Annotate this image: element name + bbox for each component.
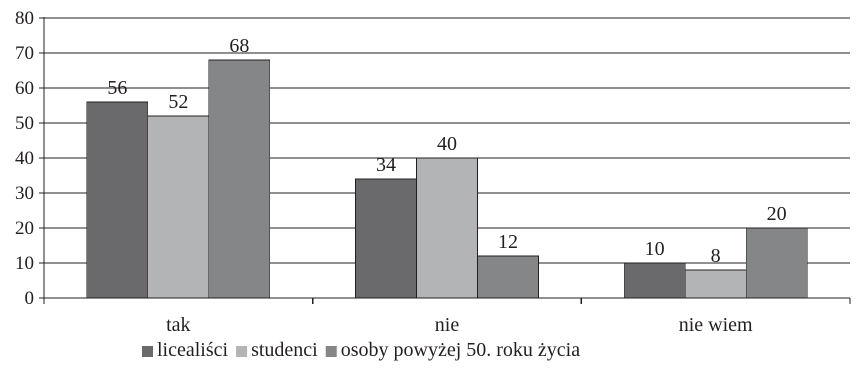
legend-label-1: licealiści xyxy=(157,339,229,361)
data-label-2-2: 40 xyxy=(437,133,457,155)
bar-1-3 xyxy=(208,59,271,299)
legend-swatch-1 xyxy=(142,346,153,357)
x-category-label-2: nie xyxy=(435,314,460,336)
legend-label-2: studenci xyxy=(251,339,318,361)
legend: licealiści studenci osoby powyżej 50. roku… xyxy=(142,339,580,361)
data-label-3-1: 10 xyxy=(645,238,665,260)
legend-swatch-3 xyxy=(325,346,337,357)
data-label-2-1: 34 xyxy=(376,154,396,176)
data-label-2-3: 12 xyxy=(498,231,518,253)
legend-label-3: osoby powyżej 50. roku życia xyxy=(341,339,581,361)
bar-2-2 xyxy=(416,157,478,299)
x-category-label-1: tak xyxy=(166,314,190,336)
data-label-3-3: 20 xyxy=(767,203,787,225)
data-label-1-1: 56 xyxy=(107,77,127,99)
bar-2-1 xyxy=(355,178,417,299)
y-tick-label-70: 70 xyxy=(15,43,34,64)
bar-3-1 xyxy=(623,262,686,299)
y-tick-label-40: 40 xyxy=(15,148,34,169)
bars xyxy=(86,59,808,299)
legend-swatch-2 xyxy=(236,346,248,357)
bar-1-1 xyxy=(86,101,149,299)
data-label-1-3: 68 xyxy=(229,35,249,57)
data-label-3-2: 8 xyxy=(711,245,721,267)
bar-1-2 xyxy=(147,115,210,299)
y-tick-label-60: 60 xyxy=(15,78,34,99)
data-labels: 56 52 68 34 40 12 10 8 20 xyxy=(107,35,786,267)
y-tick-label-50: 50 xyxy=(15,113,34,134)
y-tick-label-20: 20 xyxy=(15,218,34,239)
bar-3-3 xyxy=(745,227,808,299)
x-category-label-3: nie wiem xyxy=(679,314,753,336)
bar-3-2 xyxy=(684,269,747,299)
y-tick-label-10: 10 xyxy=(15,253,34,274)
y-tick-label-80: 80 xyxy=(15,8,34,29)
bar-2-3 xyxy=(477,255,539,299)
y-tick-label-0: 0 xyxy=(25,288,35,309)
axes: 0 10 20 30 40 50 60 70 80 tak nie nie wiem xyxy=(15,8,851,336)
data-label-1-2: 52 xyxy=(168,91,188,113)
y-tick-label-30: 30 xyxy=(15,183,34,204)
